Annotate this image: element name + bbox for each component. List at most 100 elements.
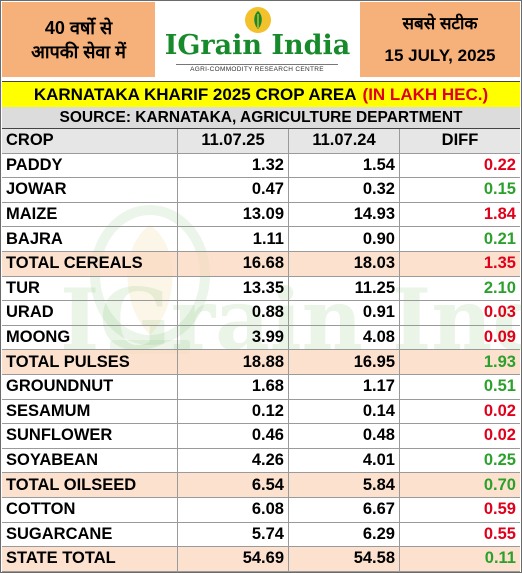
report-title-main: KARNATAKA KHARIF 2025 CROP AREA bbox=[33, 84, 357, 104]
area-diff: 1.84 bbox=[483, 205, 516, 224]
area-diff: 0.55 bbox=[483, 524, 516, 543]
area-2025: 6.08 bbox=[178, 497, 289, 522]
header-left-badge: 40 वर्षो से आपकी सेवा में bbox=[2, 2, 155, 77]
header-right-line1: सबसे सटीक bbox=[402, 13, 478, 33]
area-diff: 0.22 bbox=[483, 155, 516, 174]
crop-name: JOWAR bbox=[2, 178, 178, 202]
table-row: COTTON 6.08 6.67 0.59 bbox=[2, 497, 520, 523]
crop-name: SUNFLOWER bbox=[2, 424, 178, 448]
table-row: TOTAL OILSEED 6.54 5.84 0.70 bbox=[2, 473, 520, 498]
area-2025: 0.88 bbox=[178, 301, 289, 325]
crop-name: BAJRA bbox=[2, 227, 178, 251]
area-2025: 54.69 bbox=[178, 547, 289, 571]
table-row: PADDY 1.32 1.54 0.22 bbox=[2, 153, 520, 179]
area-2025: 1.68 bbox=[178, 374, 289, 399]
crop-name: COTTON bbox=[2, 497, 178, 522]
area-diff: 0.11 bbox=[484, 549, 516, 568]
area-diff: 1.93 bbox=[483, 352, 516, 371]
area-2024: 1.54 bbox=[289, 153, 400, 178]
area-2024: 54.58 bbox=[289, 547, 400, 571]
area-2025: 13.35 bbox=[178, 276, 289, 301]
crop-name: TOTAL CEREALS bbox=[2, 251, 178, 276]
table-row: SUNFLOWER 0.46 0.48 0.02 bbox=[2, 424, 520, 449]
area-2025: 13.09 bbox=[178, 202, 289, 227]
brand-name: IGrain India bbox=[164, 30, 351, 61]
table-row: GROUNDNUT 1.68 1.17 0.51 bbox=[2, 374, 520, 400]
area-2024: 0.14 bbox=[289, 399, 400, 424]
area-2024: 1.17 bbox=[289, 374, 400, 399]
area-diff: 0.15 bbox=[483, 180, 516, 199]
area-diff: 0.02 bbox=[483, 426, 516, 445]
column-header-diff: DIFF bbox=[441, 131, 479, 150]
crop-name: TUR bbox=[2, 276, 178, 301]
area-2025: 6.54 bbox=[178, 473, 289, 497]
area-2024: 16.95 bbox=[289, 350, 400, 374]
report-source: SOURCE: KARNATAKA, AGRICULTURE DEPARTMEN… bbox=[2, 107, 520, 129]
grain-logo-icon bbox=[245, 7, 271, 33]
area-2025: 0.47 bbox=[178, 178, 289, 202]
area-diff: 0.03 bbox=[483, 303, 516, 322]
crop-name: MOONG bbox=[2, 325, 178, 350]
table-body: PADDY 1.32 1.54 0.22 JOWAR 0.47 0.32 0.15 MAIZE 1… bbox=[2, 153, 520, 572]
area-diff: 0.25 bbox=[483, 451, 516, 470]
crop-name: MAIZE bbox=[2, 202, 178, 227]
column-header-2024: 11.07.24 bbox=[289, 129, 400, 153]
area-diff: 0.51 bbox=[483, 377, 516, 396]
table-row: TOTAL CEREALS 16.68 18.03 1.35 bbox=[2, 251, 520, 277]
area-2025: 4.26 bbox=[178, 448, 289, 473]
area-2025: 1.11 bbox=[178, 227, 289, 251]
area-2025: 0.46 bbox=[178, 424, 289, 448]
header-right-badge: सबसे सटीक 15 JULY, 2025 bbox=[360, 2, 520, 77]
area-2024: 0.48 bbox=[289, 424, 400, 448]
area-diff: 0.59 bbox=[483, 500, 516, 519]
area-2024: 0.32 bbox=[289, 178, 400, 202]
header-left-line1: 40 वर्षो से bbox=[44, 17, 113, 38]
brand-tagline: AGRI-COMMODITY RESEARCH CENTRE bbox=[176, 64, 338, 73]
area-2024: 4.01 bbox=[289, 448, 400, 473]
column-header-crop: CROP bbox=[2, 129, 178, 153]
area-2025: 0.12 bbox=[178, 399, 289, 424]
report-date: 15 JULY, 2025 bbox=[384, 45, 496, 65]
crop-name: PADDY bbox=[2, 153, 178, 178]
area-2024: 6.67 bbox=[289, 497, 400, 522]
brand-logo: IGrain India AGRI-COMMODITY RESEARCH CEN… bbox=[158, 2, 357, 77]
area-diff: 1.35 bbox=[483, 254, 516, 273]
header: 40 वर्षो से आपकी सेवा में IGrain India A… bbox=[0, 0, 522, 79]
crop-name: SOYABEAN bbox=[2, 448, 178, 473]
crop-name: GROUNDNUT bbox=[2, 374, 178, 399]
crop-name: TOTAL OILSEED bbox=[2, 473, 178, 497]
area-diff: 0.21 bbox=[483, 229, 516, 248]
table-row: SESAMUM 0.12 0.14 0.02 bbox=[2, 399, 520, 425]
crop-name: URAD bbox=[2, 301, 178, 325]
area-diff: 2.10 bbox=[483, 278, 516, 297]
table-row: SOYABEAN 4.26 4.01 0.25 bbox=[2, 448, 520, 474]
area-2024: 18.03 bbox=[289, 251, 400, 276]
area-diff: 0.02 bbox=[483, 401, 516, 420]
table-row: BAJRA 1.11 0.90 0.21 bbox=[2, 227, 520, 252]
area-2024: 6.29 bbox=[289, 522, 400, 547]
area-2025: 5.74 bbox=[178, 522, 289, 547]
area-2024: 0.91 bbox=[289, 301, 400, 325]
crop-name: STATE TOTAL bbox=[2, 547, 178, 571]
crop-area-table: CROP 11.07.25 11.07.24 DIFF PADDY 1.32 1.5… bbox=[2, 129, 520, 572]
report-title: KARNATAKA KHARIF 2025 CROP AREA (IN LAKH… bbox=[2, 81, 520, 108]
area-2024: 4.08 bbox=[289, 325, 400, 350]
area-2024: 0.90 bbox=[289, 227, 400, 251]
table-header-row: CROP 11.07.25 11.07.24 DIFF bbox=[2, 129, 520, 154]
area-2025: 18.88 bbox=[178, 350, 289, 374]
area-2024: 14.93 bbox=[289, 202, 400, 227]
area-2025: 1.32 bbox=[178, 153, 289, 178]
area-2025: 3.99 bbox=[178, 325, 289, 350]
area-diff: 0.70 bbox=[483, 475, 516, 494]
table-row: TOTAL PULSES 18.88 16.95 1.93 bbox=[2, 350, 520, 375]
table-row: URAD 0.88 0.91 0.03 bbox=[2, 301, 520, 326]
area-diff: 0.09 bbox=[483, 328, 516, 347]
area-2025: 16.68 bbox=[178, 251, 289, 276]
table-row: SUGARCANE 5.74 6.29 0.55 bbox=[2, 522, 520, 548]
area-2024: 5.84 bbox=[289, 473, 400, 497]
table-row: JOWAR 0.47 0.32 0.15 bbox=[2, 178, 520, 203]
table-row: MOONG 3.99 4.08 0.09 bbox=[2, 325, 520, 351]
report-title-unit: (IN LAKH HEC.) bbox=[362, 84, 489, 104]
crop-name: SESAMUM bbox=[2, 399, 178, 424]
crop-name: SUGARCANE bbox=[2, 522, 178, 547]
